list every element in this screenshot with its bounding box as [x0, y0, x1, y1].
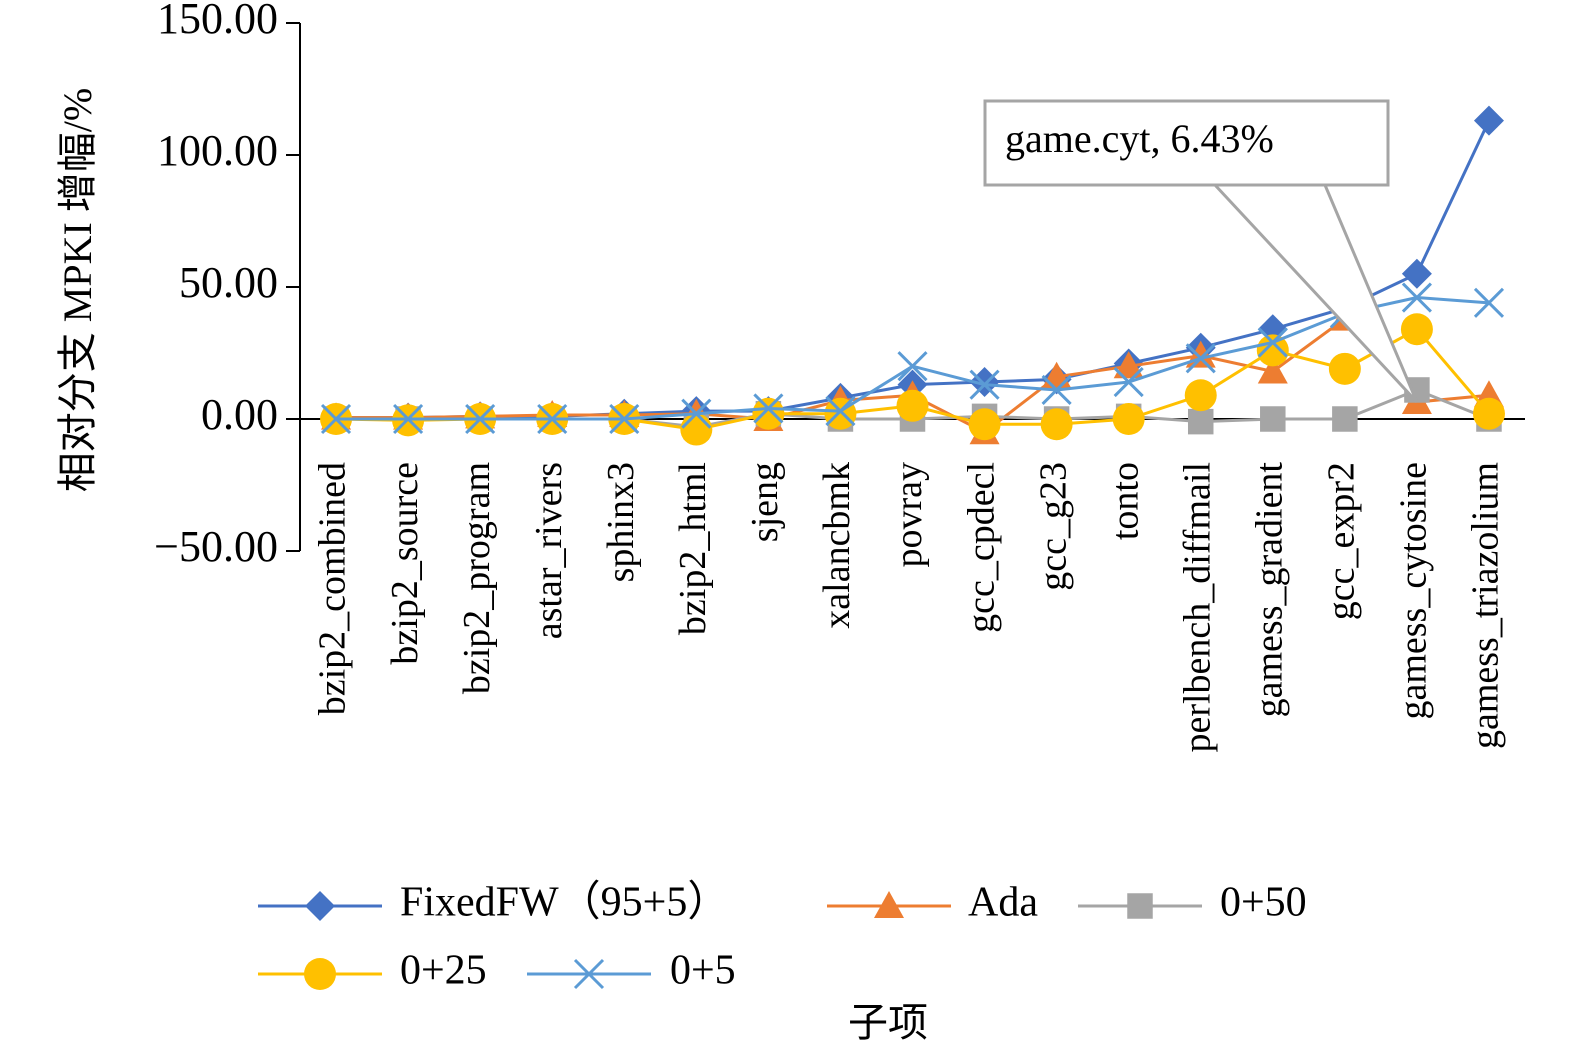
data-point-circle: [1256, 334, 1289, 367]
data-point-circle: [752, 397, 785, 430]
x-tick-label: bzip2_program: [456, 462, 498, 694]
legend-label: 0+50: [1220, 880, 1307, 926]
x-tick-label: bzip2_combined: [312, 462, 354, 715]
y-axis-title: 相对分支 MPKI 增幅/%: [55, 88, 100, 492]
data-point-x: [609, 403, 640, 435]
data-point-x: [825, 396, 856, 427]
x-tick-label: gamess_cytosine: [1393, 462, 1435, 720]
data-point-square: [1332, 406, 1358, 432]
x-tick-label: povray: [888, 462, 930, 568]
data-point-x: [969, 369, 1000, 400]
data-point-circle: [304, 958, 336, 990]
legend-item: 0+50: [1078, 880, 1307, 926]
series-4: [320, 282, 1505, 435]
data-point-x: [537, 403, 568, 435]
data-point-x: [681, 398, 712, 429]
data-point-circle: [1328, 352, 1361, 385]
x-tick-label: perlbench_diffmail: [1176, 462, 1218, 753]
data-point-x: [320, 403, 352, 435]
data-point-x: [1113, 366, 1144, 398]
legend-label: 0+5: [670, 948, 736, 994]
legend-item: 0+5: [527, 948, 736, 994]
data-point-x: [753, 393, 784, 424]
x-tick-label: xalancbmk: [816, 462, 858, 629]
data-point-circle: [1472, 397, 1505, 430]
x-axis-title: 子项: [848, 1000, 928, 1045]
data-point-diamond: [305, 891, 335, 921]
x-tick-label: gcc_expr2: [1321, 462, 1363, 620]
legend-item: Ada: [827, 880, 1038, 926]
data-point-diamond: [969, 367, 1000, 398]
data-point-diamond: [1401, 258, 1432, 289]
y-tick-label: 0.00: [201, 390, 278, 439]
legend: FixedFW（95+5） Ada 0+50 0+25 0+5: [258, 880, 1307, 994]
y-tick-group: −50.00 0.00 50.00 100.00 150.00: [154, 0, 300, 571]
data-point-square: [1260, 406, 1286, 432]
x-tick-label: gcc_cpdecl: [960, 462, 1002, 633]
legend-item: FixedFW（95+5）: [258, 880, 729, 926]
data-point-square: [1127, 893, 1153, 919]
annotation-callout: game.cyt, 6.43%: [983, 99, 1419, 404]
legend-label: Ada: [968, 880, 1038, 926]
legend-item: 0+25: [258, 948, 487, 994]
x-tick-label: tonto: [1104, 462, 1146, 540]
chart-axes: −50.00 0.00 50.00 100.00 150.00 bzip2_combin…: [154, 0, 1525, 753]
data-point-diamond: [1473, 105, 1504, 136]
x-tick-label: bzip2_html: [672, 462, 714, 635]
data-point-x: [1473, 287, 1505, 318]
data-point-circle: [1184, 379, 1217, 412]
callout-box: [983, 99, 1390, 187]
data-point-circle: [968, 408, 1001, 441]
x-tick-label: astar_rivers: [528, 462, 570, 639]
data-point-circle: [1112, 403, 1145, 435]
x-tick-label: gamess_triazolium: [1465, 462, 1507, 749]
y-tick-label: −50.00: [154, 522, 278, 571]
data-point-x: [1185, 343, 1216, 374]
y-tick-label: 50.00: [179, 258, 278, 307]
data-point-x: [393, 403, 424, 435]
y-tick-label: 100.00: [157, 126, 278, 175]
data-point-triangle: [1257, 356, 1288, 384]
data-point-x: [465, 403, 496, 435]
data-point-circle: [1040, 408, 1073, 441]
x-tick-label: gamess_gradient: [1249, 462, 1291, 718]
data-point-circle: [1400, 313, 1433, 346]
data-point-x: [1257, 327, 1288, 358]
data-point-x: [1041, 374, 1072, 406]
data-point-triangle: [874, 891, 904, 918]
callout-label: game.cyt, 6.43%: [1005, 116, 1274, 161]
x-tick-label: bzip2_source: [384, 462, 426, 665]
y-tick-label: 150.00: [157, 0, 278, 43]
legend-label: 0+25: [400, 948, 487, 994]
data-point-x: [897, 351, 928, 382]
legend-label: FixedFW（95+5）: [400, 880, 729, 926]
data-point-x: [573, 958, 605, 990]
callout-pointer: [1211, 183, 1419, 404]
data-point-circle: [680, 413, 713, 446]
x-tick-label: gcc_g23: [1032, 462, 1074, 591]
x-tick-label: sphinx3: [600, 462, 642, 582]
x-category-labels: bzip2_combined bzip2_source bzip2_program a…: [312, 462, 1507, 753]
x-tick-label: sjeng: [744, 462, 786, 542]
data-point-triangle: [1113, 351, 1144, 379]
data-point-square: [1187, 408, 1214, 435]
data-point-x: [1401, 282, 1432, 313]
data-point-circle: [896, 389, 929, 422]
series-layer: [320, 105, 1505, 446]
